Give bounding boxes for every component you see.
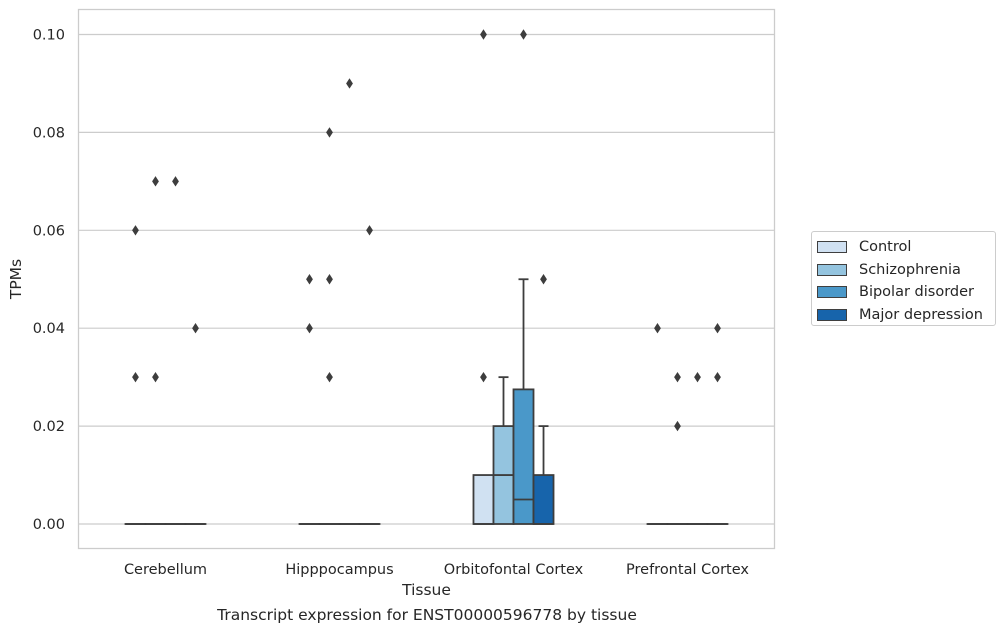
outlier-point [172,176,179,187]
y-tick-label: 0.06 [33,223,65,239]
box-major-depression [532,425,555,525]
outlier-point [694,371,701,383]
outlier-point [306,323,313,334]
legend-swatch [817,263,847,276]
legend-item: Control [817,236,995,259]
outlier-point [714,371,721,383]
outlier-point [480,371,487,383]
y-tick-label: 0.10 [33,28,65,44]
box-control [472,474,495,525]
x-axis-ticks: Cerebellum Hipppocampus Orbitofontal Corte… [124,562,749,578]
outlier-point [714,323,721,334]
outlier-point [480,29,487,40]
outlier-point [654,323,661,334]
gridlines [78,33,775,525]
outlier-points [132,29,721,432]
outlier-point [152,176,159,187]
box-series [124,278,729,525]
legend-swatch [817,286,847,299]
legend-item: Bipolar disorder [817,281,995,304]
x-axis-title: Tissue [401,581,451,599]
legend-label: Major depression [859,306,983,323]
legend-item: Major depression [817,304,995,327]
y-tick-label: 0.08 [33,125,65,141]
outlier-point [366,225,373,236]
chart-caption: Transcript expression for ENST0000059677… [217,606,637,624]
legend-swatch [817,241,847,254]
x-tick-label: Cerebellum [124,562,207,578]
outlier-point [326,274,333,285]
outlier-point [346,78,353,89]
legend-swatch [817,308,847,321]
box [532,474,555,525]
legend-label: Schizophrenia [859,261,961,278]
legend-item: Schizophrenia [817,259,995,282]
x-tick-label: Hipppocampus [285,562,393,578]
y-tick-label: 0.00 [33,517,65,533]
box-bipolar-disorder [512,278,535,525]
x-tick-label: Orbitofontal Cortex [444,562,584,578]
y-axis-title: TPMs [7,259,25,300]
outlier-point [326,371,333,383]
outlier-point [192,323,199,334]
outlier-point [306,274,313,285]
outlier-point [674,371,681,383]
y-axis-ticks: 0.00 0.02 0.04 0.06 0.08 0.10 [33,28,65,534]
outlier-point [132,371,139,383]
legend-label: Control [859,239,912,256]
outlier-point [132,225,139,236]
y-tick-label: 0.02 [33,419,65,435]
box [512,388,535,525]
x-tick-label: Prefrontal Cortex [626,562,749,578]
box-schizophrenia [492,376,515,525]
y-tick-label: 0.04 [33,321,65,337]
box [472,474,495,525]
plot-area-frame [77,8,776,550]
outlier-point [326,127,333,138]
outlier-point [540,274,547,285]
legend-label: Bipolar disorder [859,284,974,301]
outlier-point [520,29,527,40]
legend: Control Schizophrenia Bipolar disorder Majo… [811,231,996,326]
outlier-point [152,371,159,383]
outlier-point [674,420,681,432]
